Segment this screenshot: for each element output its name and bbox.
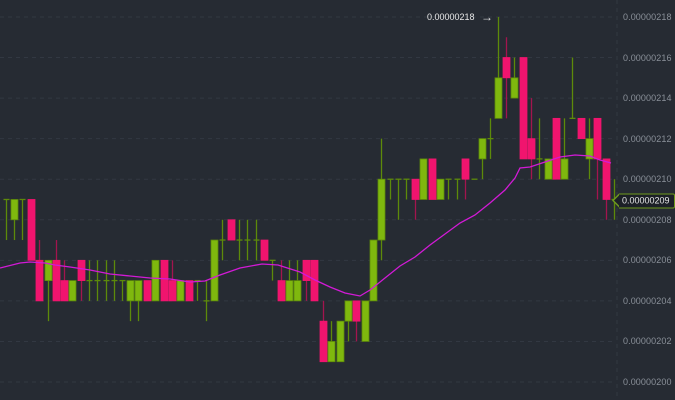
candle[interactable] xyxy=(60,260,69,302)
candle[interactable] xyxy=(403,178,410,200)
candle[interactable] xyxy=(395,178,402,220)
candle[interactable] xyxy=(134,280,143,322)
candle[interactable] xyxy=(377,138,386,261)
candle[interactable] xyxy=(527,98,536,180)
candle[interactable] xyxy=(569,57,576,120)
candle[interactable] xyxy=(369,239,378,302)
candle[interactable] xyxy=(3,198,10,241)
candle[interactable] xyxy=(445,178,452,200)
candle[interactable] xyxy=(419,158,428,200)
candle[interactable] xyxy=(227,219,236,241)
candle[interactable] xyxy=(19,198,26,241)
candle[interactable] xyxy=(285,260,294,302)
candle[interactable] xyxy=(210,239,219,302)
candle[interactable] xyxy=(94,260,101,301)
candle[interactable] xyxy=(327,321,336,363)
candle[interactable] xyxy=(203,280,210,322)
candle[interactable] xyxy=(160,259,169,302)
candle[interactable] xyxy=(52,240,61,302)
candle[interactable] xyxy=(176,280,185,302)
candle[interactable] xyxy=(253,219,260,261)
candle[interactable] xyxy=(411,178,420,220)
candle[interactable] xyxy=(277,260,286,302)
arrow-right-icon: → xyxy=(481,10,493,24)
price-axis-label: 0.00000206 xyxy=(623,255,672,266)
candle[interactable] xyxy=(111,260,118,301)
candle[interactable] xyxy=(461,158,470,200)
candle[interactable] xyxy=(77,259,86,301)
candle[interactable] xyxy=(519,57,528,160)
price-axis-label: 0.00000214 xyxy=(623,93,672,104)
price-axis-label: 0.00000216 xyxy=(623,52,672,63)
high-price-label: 0.00000218 xyxy=(427,12,475,22)
candle[interactable] xyxy=(536,118,543,180)
candle[interactable] xyxy=(269,259,276,281)
candle[interactable] xyxy=(344,300,353,342)
candle[interactable] xyxy=(126,280,135,322)
candle[interactable] xyxy=(293,260,302,302)
current-price-badge: 0.00000209 xyxy=(612,193,675,209)
candle[interactable] xyxy=(577,117,586,140)
price-axis-label: 0.00000200 xyxy=(623,377,672,387)
candle[interactable] xyxy=(302,259,311,301)
candle[interactable] xyxy=(103,260,110,301)
candle[interactable] xyxy=(86,260,93,301)
candle[interactable] xyxy=(236,219,243,261)
candle[interactable] xyxy=(544,158,553,180)
candle[interactable] xyxy=(27,199,36,261)
candle[interactable] xyxy=(552,117,561,180)
price-axis-label: 0.00000210 xyxy=(623,174,672,185)
candle[interactable] xyxy=(602,158,611,220)
candle[interactable] xyxy=(478,138,487,180)
candle[interactable] xyxy=(487,118,494,159)
price-axis-label: 0.00000202 xyxy=(623,336,672,347)
candle[interactable] xyxy=(194,279,201,301)
candle[interactable] xyxy=(185,280,194,302)
candle[interactable] xyxy=(352,300,361,342)
candle[interactable] xyxy=(319,300,328,363)
candle[interactable] xyxy=(151,259,160,302)
candle[interactable] xyxy=(454,178,461,200)
candle[interactable] xyxy=(428,158,437,200)
moving-average-line xyxy=(0,154,612,297)
price-axis-label: 0.00000218 xyxy=(623,11,672,22)
price-axis-label: 0.00000212 xyxy=(623,133,672,144)
candle[interactable] xyxy=(44,259,53,322)
candle[interactable] xyxy=(143,280,152,302)
price-axis-label: 0.00000208 xyxy=(623,214,672,225)
candle[interactable] xyxy=(502,37,511,119)
candle[interactable] xyxy=(494,16,503,119)
candle[interactable] xyxy=(560,118,569,180)
price-axis-label: 0.00000204 xyxy=(623,295,672,306)
candle[interactable] xyxy=(219,219,226,261)
candle[interactable] xyxy=(361,300,370,342)
candle[interactable] xyxy=(10,199,19,241)
candle[interactable] xyxy=(436,178,445,200)
candle[interactable] xyxy=(119,279,126,301)
candle[interactable] xyxy=(336,320,345,363)
candle[interactable] xyxy=(510,57,519,99)
candle[interactable] xyxy=(244,219,251,261)
candle[interactable] xyxy=(168,260,177,302)
candle[interactable] xyxy=(585,118,594,180)
candle[interactable] xyxy=(260,239,269,261)
candle[interactable] xyxy=(68,280,77,302)
candle[interactable] xyxy=(35,240,44,302)
candle[interactable] xyxy=(387,178,394,200)
candle[interactable] xyxy=(310,259,319,302)
